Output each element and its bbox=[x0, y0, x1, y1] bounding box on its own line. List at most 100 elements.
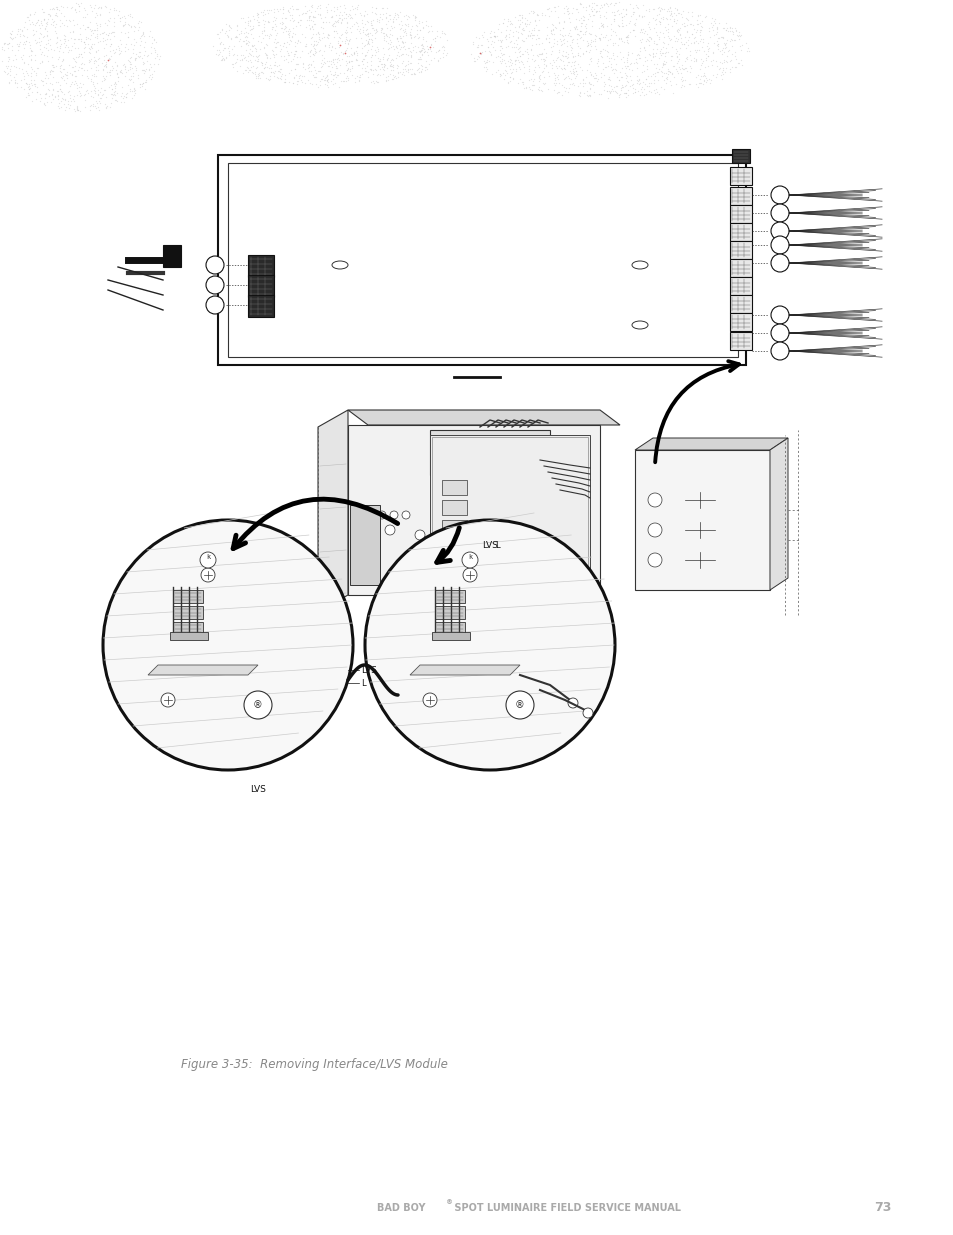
Point bbox=[708, 25, 723, 44]
Point bbox=[628, 0, 643, 15]
Point bbox=[57, 31, 72, 51]
Point bbox=[683, 14, 699, 33]
Point bbox=[666, 11, 681, 31]
Text: ®: ® bbox=[253, 700, 263, 710]
Point bbox=[285, 73, 300, 93]
Point bbox=[416, 38, 431, 58]
Point bbox=[258, 44, 274, 64]
Point bbox=[108, 73, 123, 93]
Point bbox=[329, 49, 344, 69]
Point bbox=[316, 69, 332, 89]
Text: ®: ® bbox=[515, 700, 524, 710]
Point bbox=[147, 42, 162, 62]
Point bbox=[294, 54, 310, 74]
Point bbox=[596, 80, 611, 100]
Point bbox=[290, 31, 305, 51]
Point bbox=[86, 96, 101, 116]
Point bbox=[733, 51, 748, 70]
Point bbox=[305, 44, 320, 64]
Point bbox=[60, 30, 75, 49]
Point bbox=[697, 7, 712, 27]
Point bbox=[71, 28, 87, 48]
Point bbox=[661, 0, 677, 19]
Point bbox=[381, 52, 396, 72]
Point bbox=[610, 28, 625, 48]
Point bbox=[598, 80, 614, 100]
Point bbox=[31, 53, 47, 73]
Point bbox=[98, 52, 113, 72]
Point bbox=[71, 78, 87, 98]
Point bbox=[255, 6, 271, 26]
Point bbox=[435, 47, 450, 67]
Point bbox=[510, 27, 525, 47]
Point bbox=[525, 70, 540, 90]
Point bbox=[640, 75, 656, 95]
Point bbox=[396, 14, 412, 33]
Point bbox=[527, 10, 542, 30]
Point bbox=[600, 82, 616, 101]
Point bbox=[326, 12, 341, 32]
Point bbox=[44, 47, 59, 67]
Point bbox=[502, 59, 517, 79]
Point bbox=[83, 72, 98, 91]
Point bbox=[1, 72, 16, 91]
Point bbox=[97, 56, 112, 75]
Point bbox=[363, 30, 378, 49]
Point bbox=[609, 83, 624, 103]
Point bbox=[716, 19, 731, 38]
Point bbox=[351, 70, 366, 90]
Point bbox=[43, 5, 58, 25]
Point bbox=[15, 25, 30, 44]
Point bbox=[472, 43, 487, 63]
Point bbox=[375, 61, 391, 80]
Point bbox=[732, 26, 747, 46]
Point bbox=[303, 40, 318, 59]
Point bbox=[70, 85, 85, 105]
Point bbox=[249, 67, 264, 86]
Point bbox=[629, 53, 644, 73]
Point bbox=[132, 28, 148, 48]
Point bbox=[321, 37, 336, 57]
Point bbox=[520, 25, 536, 44]
Point bbox=[667, 12, 682, 32]
Point bbox=[82, 12, 97, 32]
Point bbox=[490, 19, 505, 38]
Point bbox=[724, 22, 740, 42]
Point bbox=[70, 96, 85, 116]
Point bbox=[584, 0, 599, 17]
Point bbox=[664, 83, 679, 103]
Point bbox=[593, 63, 608, 83]
Point bbox=[223, 28, 238, 48]
Point bbox=[240, 23, 255, 43]
Point bbox=[377, 14, 393, 33]
Point bbox=[70, 14, 85, 33]
Point bbox=[635, 72, 650, 91]
Point bbox=[209, 23, 224, 43]
Point bbox=[483, 44, 498, 64]
Point bbox=[293, 15, 308, 35]
Point bbox=[82, 40, 97, 59]
Point bbox=[98, 0, 113, 17]
Point bbox=[680, 27, 696, 47]
Point bbox=[708, 36, 723, 56]
Point bbox=[645, 40, 660, 59]
Point bbox=[32, 36, 48, 56]
Point bbox=[676, 35, 691, 54]
Circle shape bbox=[415, 530, 424, 540]
Point bbox=[542, 43, 558, 63]
Point bbox=[255, 58, 271, 78]
Point bbox=[423, 49, 438, 69]
Point bbox=[611, 28, 626, 48]
Point bbox=[537, 73, 553, 93]
Point bbox=[402, 23, 417, 43]
Point bbox=[348, 4, 363, 23]
Point bbox=[237, 19, 253, 38]
Point bbox=[33, 23, 49, 43]
Point bbox=[14, 59, 30, 79]
Point bbox=[106, 58, 121, 78]
Point bbox=[654, 62, 669, 82]
Point bbox=[414, 38, 429, 58]
Point bbox=[338, 17, 354, 37]
Point bbox=[587, 30, 602, 49]
Point bbox=[630, 44, 645, 64]
